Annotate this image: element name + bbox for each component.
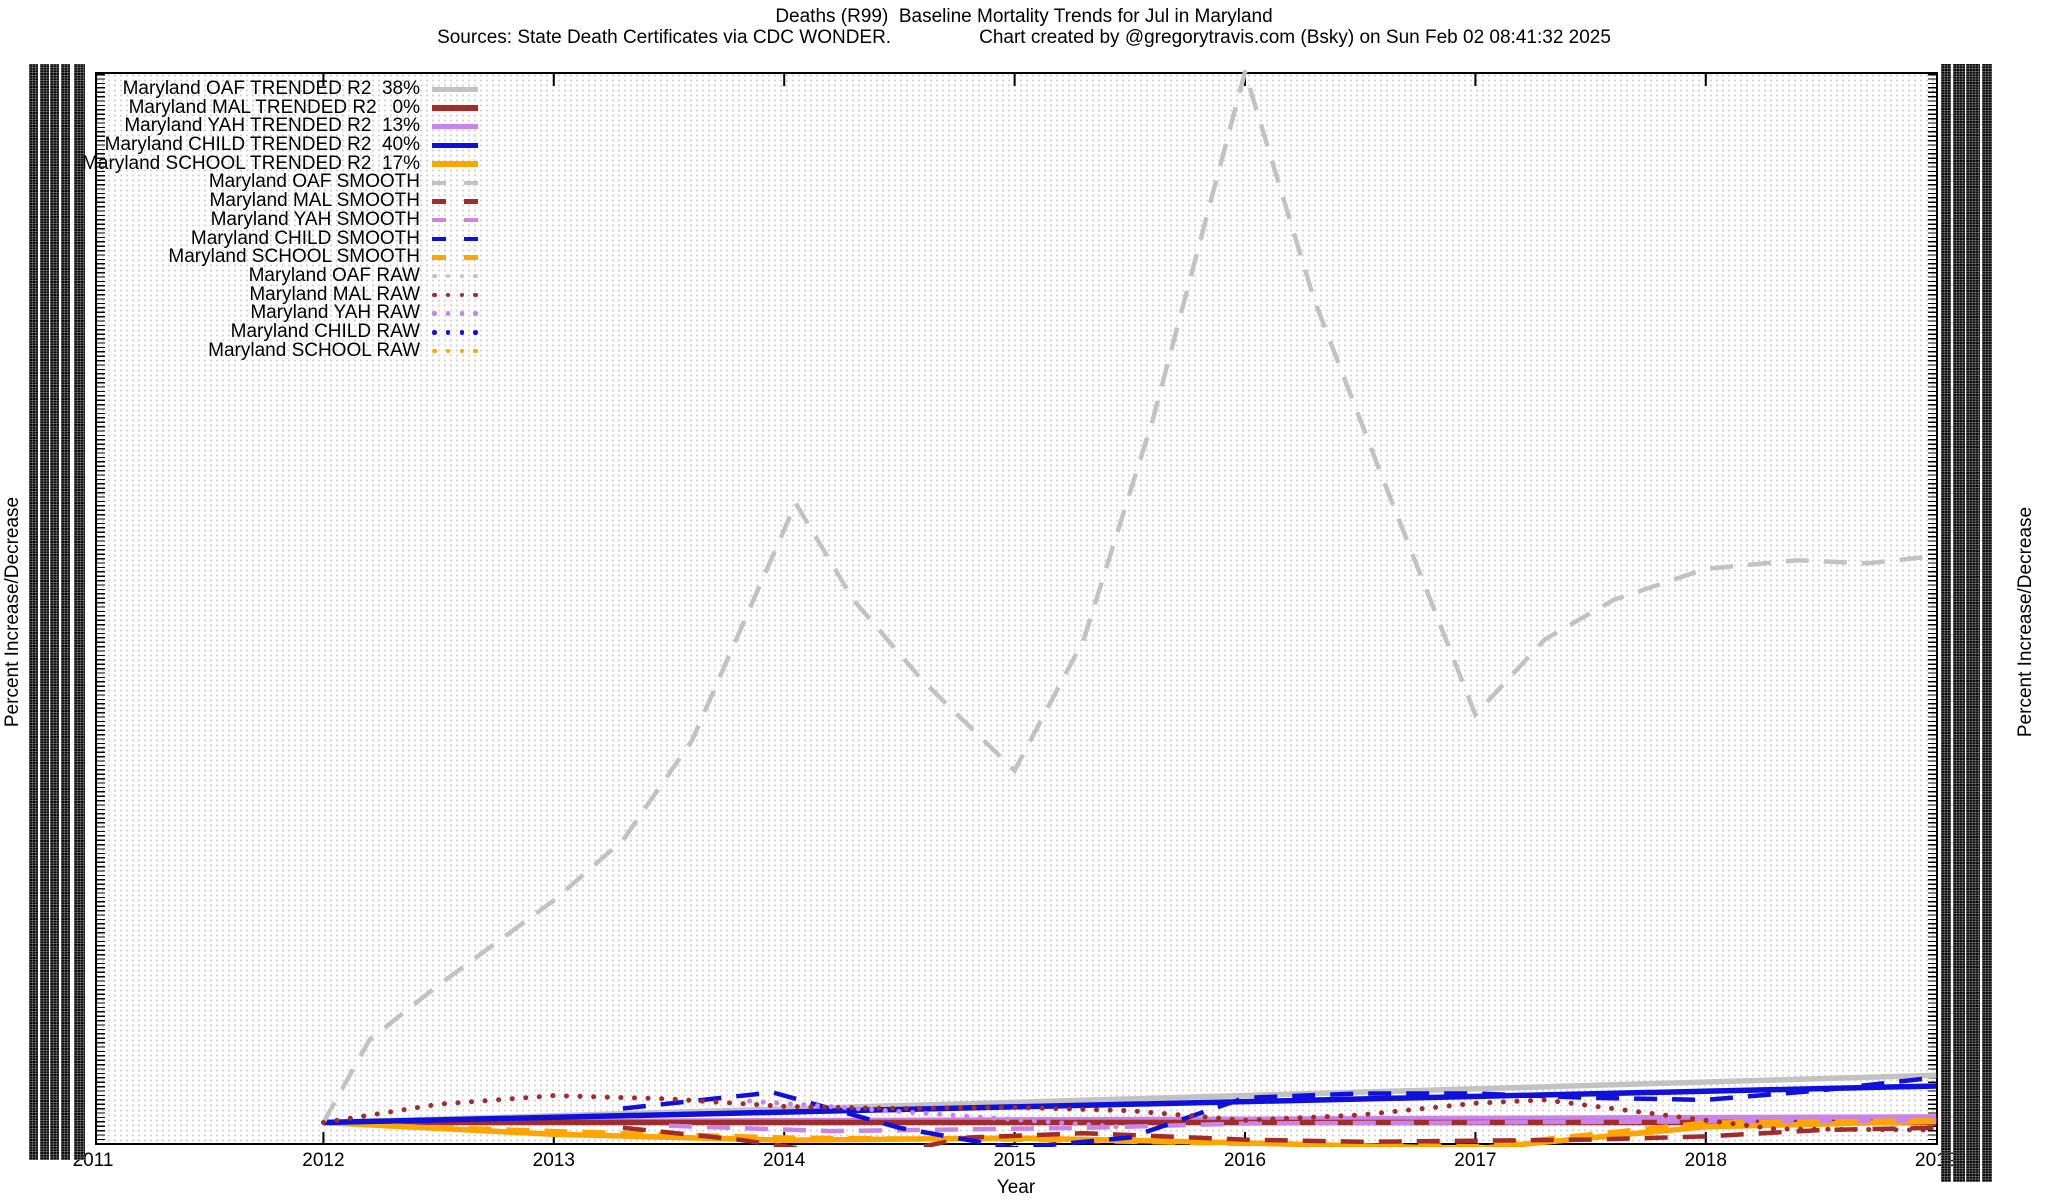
legend-line-sample-child-raw — [432, 330, 478, 335]
legend-line-sample-mal-smooth — [432, 199, 478, 204]
legend-label-mal-raw: Maryland MAL RAW — [249, 283, 420, 305]
x-tick-2015: 2015 — [993, 1150, 1036, 1171]
legend-label-yah-raw: Maryland YAH RAW — [250, 302, 420, 324]
series-child-smooth — [622, 1075, 1937, 1147]
legend-row-oaf-trended: Maryland OAF TRENDED R2 38% — [68, 78, 478, 99]
credit-text: Chart created by @gregorytravis.com (Bsk… — [979, 27, 1611, 48]
legend-row-mal-smooth: Maryland MAL SMOOTH — [68, 190, 478, 212]
legend-line-sample-school-raw — [432, 348, 478, 354]
legend-line-sample-child-trended — [432, 142, 478, 149]
legend-label-child-trended: Maryland CHILD TRENDED R2 40% — [104, 134, 420, 156]
legend-row-yah-raw: Maryland YAH RAW — [68, 302, 478, 324]
legend-row-yah-smooth: Maryland YAH SMOOTH — [68, 208, 478, 230]
y-tick-label-column — [29, 64, 38, 1160]
legend-row-mal-trended: Maryland MAL TRENDED R2 0% — [68, 96, 478, 118]
legend-label-oaf-smooth: Maryland OAF SMOOTH — [208, 171, 420, 193]
legend-label-mal-smooth: Maryland MAL SMOOTH — [209, 190, 420, 212]
legend-row-oaf-raw: Maryland OAF RAW — [68, 264, 478, 286]
x-tick-2018: 2018 — [1684, 1150, 1727, 1171]
y-tick-label-column — [1966, 64, 1980, 1182]
legend-label-school-raw: Maryland SCHOOL RAW — [208, 339, 420, 361]
legend-row-yah-trended: Maryland YAH TRENDED R2 13% — [68, 117, 478, 136]
legend-line-sample-school-trended — [432, 161, 478, 167]
legend-row-school-smooth: Maryland SCHOOL SMOOTH — [68, 246, 478, 268]
y-tick-label-column — [60, 64, 70, 1160]
y-tick-label-column — [39, 64, 49, 1160]
legend-label-school-smooth: Maryland SCHOOL SMOOTH — [168, 246, 420, 268]
legend-label-oaf-raw: Maryland OAF RAW — [248, 264, 420, 286]
y-tick-label-column — [1981, 64, 1992, 1182]
legend-line-sample-oaf-smooth — [432, 180, 478, 186]
legend-line-sample-yah-trended — [432, 123, 478, 130]
legend-label-oaf-trended: Maryland OAF TRENDED R2 38% — [122, 78, 420, 99]
legend-label-school-trended: Maryland SCHOOL TRENDED R2 17% — [82, 152, 420, 174]
series-school-smooth — [392, 1118, 1937, 1147]
series-child-trended — [323, 1083, 1937, 1126]
legend-label-yah-trended: Maryland YAH TRENDED R2 13% — [124, 115, 420, 137]
y-tick-label-column — [1952, 64, 1965, 1182]
legend-label-yah-smooth: Maryland YAH SMOOTH — [210, 208, 420, 230]
y-tick-label-column — [73, 64, 85, 1160]
x-tick-2014: 2014 — [763, 1150, 806, 1171]
y-tick-label-column — [1941, 64, 1951, 1182]
series-oaf-smooth — [321, 70, 1937, 1124]
x-tick-2013: 2013 — [532, 1150, 575, 1171]
legend-label-child-smooth: Maryland CHILD SMOOTH — [190, 227, 420, 249]
x-tick-2017: 2017 — [1454, 1150, 1497, 1171]
legend: Maryland OAF TRENDED R2 38% Maryland MAL … — [68, 78, 478, 361]
legend-row-oaf-smooth: Maryland OAF SMOOTH — [68, 173, 478, 192]
plot-area — [95, 72, 1938, 1145]
legend-line-sample-yah-raw — [432, 311, 478, 316]
legend-row-child-raw: Maryland CHILD RAW — [68, 320, 478, 342]
x-tick-2016: 2016 — [1223, 1150, 1267, 1171]
legend-line-sample-mal-trended — [432, 105, 478, 111]
legend-line-sample-yah-smooth — [432, 217, 478, 223]
legend-row-school-trended: Maryland SCHOOL TRENDED R2 17% — [68, 152, 478, 174]
y-axis-label-left: Percent Increase/Decrease — [2, 496, 23, 728]
legend-line-sample-oaf-raw — [432, 273, 478, 279]
x-axis-label: Year — [996, 1177, 1036, 1198]
legend-row-child-trended: Maryland CHILD TRENDED R2 40% — [68, 134, 478, 156]
y-axis-label-right: Percent Increase/Decrease — [2015, 506, 2036, 738]
legend-line-sample-child-smooth — [432, 236, 478, 242]
legend-row-school-raw: Maryland SCHOOL RAW — [68, 339, 478, 361]
legend-line-sample-oaf-trended — [432, 86, 478, 93]
legend-row-child-smooth: Maryland CHILD SMOOTH — [68, 227, 478, 249]
series-mal-smooth — [622, 1125, 1937, 1147]
legend-label-mal-trended: Maryland MAL TRENDED R2 0% — [128, 96, 420, 118]
legend-label-child-raw: Maryland CHILD RAW — [230, 320, 420, 342]
sources-text: Sources: State Death Certificates via CD… — [437, 27, 892, 48]
chart-title: Deaths (R99) Baseline Mortality Trends f… — [775, 6, 1273, 27]
x-tick-2012: 2012 — [302, 1150, 345, 1171]
legend-line-sample-mal-raw — [432, 292, 478, 298]
legend-row-mal-raw: Maryland MAL RAW — [68, 283, 478, 305]
series-mal-raw — [320, 1093, 1938, 1133]
y-tick-label-column — [50, 64, 59, 1160]
legend-line-sample-school-smooth — [432, 255, 478, 260]
chart-subtitle: Sources: State Death Certificates via CD… — [0, 27, 2048, 49]
series-yah-raw — [747, 1098, 1121, 1130]
year-tick-marks — [322, 73, 1707, 1145]
